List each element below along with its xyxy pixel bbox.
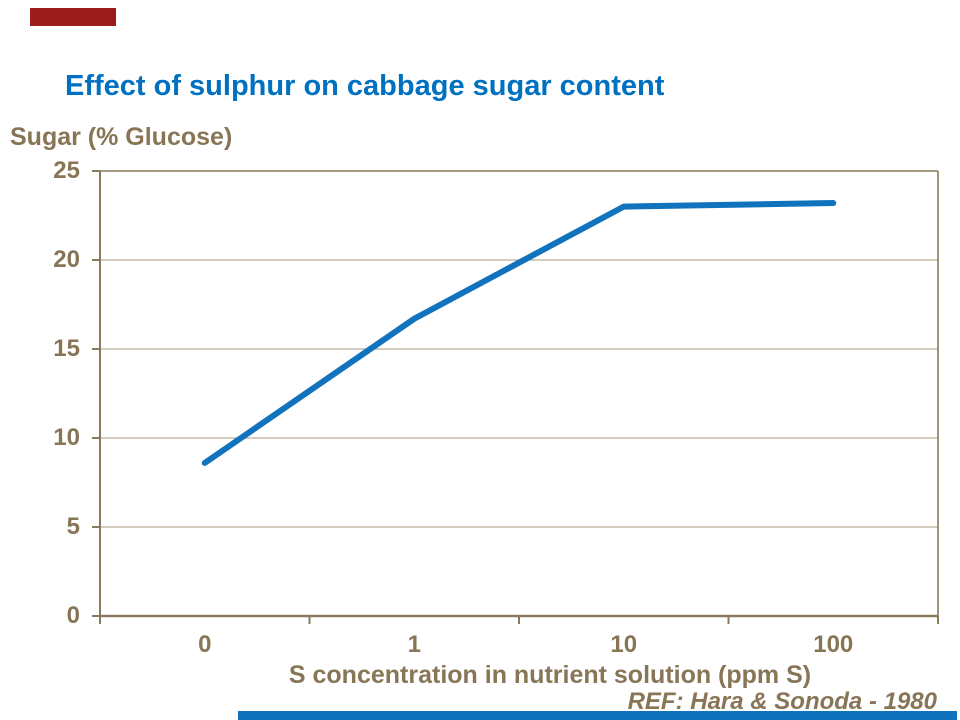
y-tick-label: 15 xyxy=(53,335,80,362)
y-tick-label: 10 xyxy=(53,424,80,451)
y-axis-title: Sugar (% Glucose) xyxy=(10,123,233,151)
data-line xyxy=(201,200,837,466)
y-tick-label: 25 xyxy=(53,157,80,184)
slide-title: Effect of sulphur on cabbage sugar conte… xyxy=(65,70,665,102)
y-tick-label: 20 xyxy=(53,246,80,273)
reference-note: REF: Hara & Sonoda - 1980 xyxy=(627,688,937,715)
y-tick-label: 0 xyxy=(66,602,80,629)
accent-bar-top-left xyxy=(30,8,116,26)
x-tick-label: 0 xyxy=(198,631,212,658)
x-axis-title: S concentration in nutrient solution (pp… xyxy=(288,661,812,689)
y-tick-label: 5 xyxy=(66,513,80,540)
x-tick-label: 100 xyxy=(813,631,854,658)
x-tick-label: 10 xyxy=(610,631,638,658)
x-tick-label: 1 xyxy=(407,631,421,658)
accent-bar-bottom xyxy=(238,711,957,720)
